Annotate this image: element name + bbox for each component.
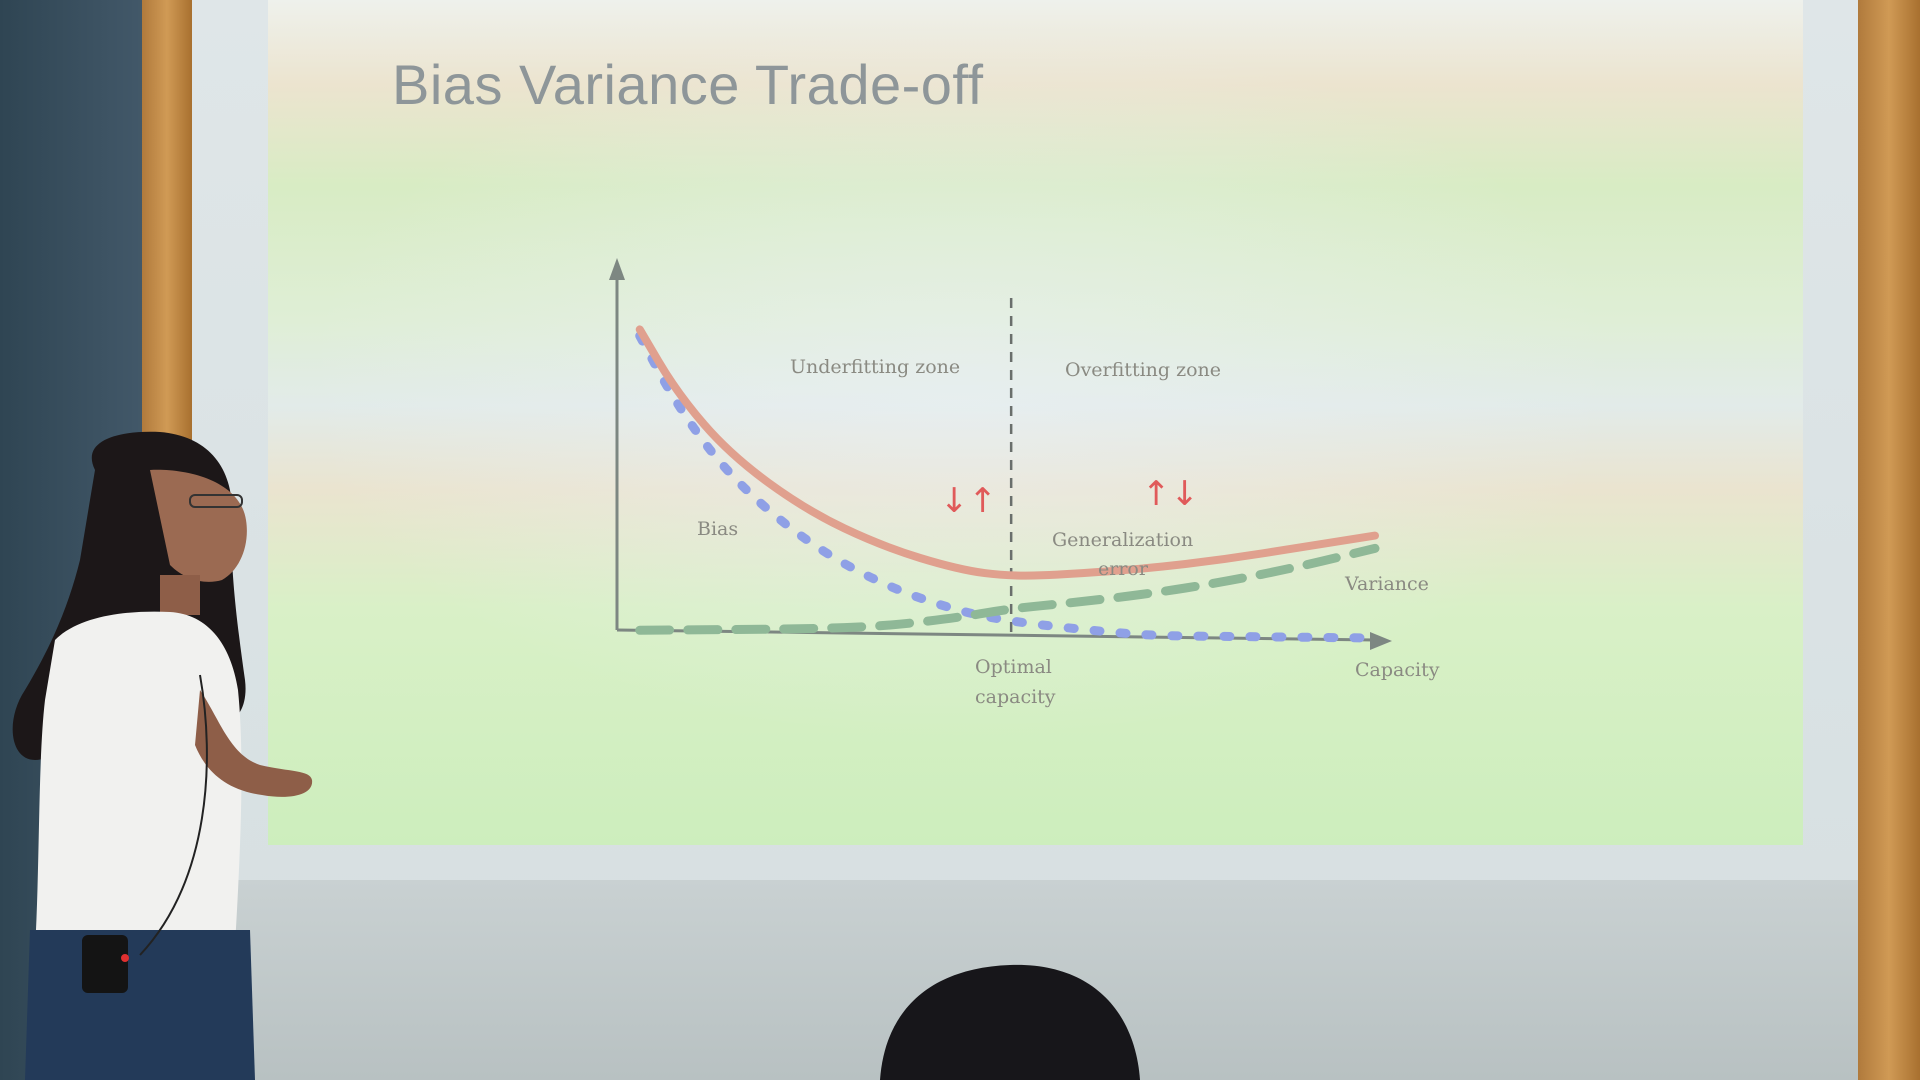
optimal-label-line1: Optimal [975,656,1052,678]
glasses-icon [189,494,243,508]
optimal-label-line2: capacity [975,686,1056,708]
projected-slide [268,0,1803,845]
variance-label: Variance [1344,573,1429,595]
generalization-label-line1: Generalization [1052,529,1193,551]
presenter-face [150,469,247,582]
overfitting-zone-label: Overfitting zone [1065,359,1221,381]
wooden-frame-right [1858,0,1920,1080]
annotation-right-arrows: ↑↓ [1142,474,1199,514]
microphone-pack-icon [82,935,128,993]
generalization-label-line2: error [1098,558,1149,580]
underfitting-zone-label: Underfitting zone [790,356,960,378]
x-axis-label: Capacity [1355,659,1440,681]
slide-title: Bias Variance Trade-off [392,53,984,116]
series-variance-line [635,543,1380,635]
x-axis-arrow [1370,632,1392,650]
presenter-neck [160,575,200,615]
mic-led-icon [121,954,129,962]
mic-cable [139,674,208,956]
series-generalization-error-line [635,325,1379,580]
presenter-arm [195,690,313,797]
presenter-shirt [35,611,242,950]
annotation-left-arrows: ↓↑ [940,481,997,521]
audience-head [880,964,1140,1080]
bias-label: Bias [697,518,738,540]
y-axis-arrow [609,258,625,280]
